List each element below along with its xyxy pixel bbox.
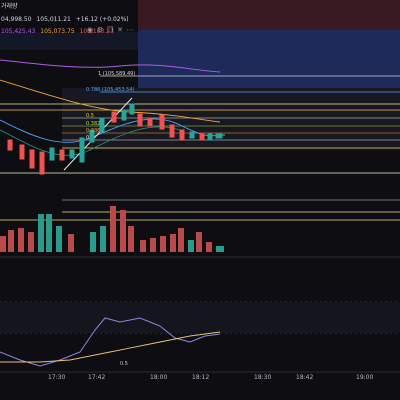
fib-label-0786: 0.786 (105,453.54) xyxy=(86,87,135,93)
ma-blue-line xyxy=(0,118,226,143)
time-label-1730: 17:30 xyxy=(48,374,66,381)
ma-value-2: 105,073.75 xyxy=(40,28,75,35)
rsi-ma-line xyxy=(0,331,221,363)
legend-toolbar: ◉ ⚙ ❐ ✕ ⋯ xyxy=(86,26,134,34)
fib-label-0236: 0.236 xyxy=(86,128,101,134)
ma-value-3: 105,183.23 xyxy=(79,28,114,35)
ma-purple-line xyxy=(0,59,221,73)
fib-label-0: 0 xyxy=(86,135,90,141)
time-label-1800: 18:00 xyxy=(150,374,168,381)
rsi-line xyxy=(0,317,221,367)
ma-readout: 105,425.43 105,073.75 105,183.23 xyxy=(1,29,114,35)
indicator-label: 거래량 xyxy=(1,3,18,10)
ma-value-1: 105,425.43 xyxy=(1,28,36,35)
time-label-1842: 18:42 xyxy=(296,374,314,381)
more-icon[interactable]: ⋯ xyxy=(126,26,134,34)
time-label-1900: 19:00 xyxy=(356,374,374,381)
fib-label-05: 0.5 xyxy=(86,113,94,119)
ohlc-readout: 04,998.50 105,011.21 +16.12 (+0.02%) xyxy=(1,17,129,23)
time-label-1742: 17:42 xyxy=(88,374,106,381)
ohlc-close: 105,011.21 xyxy=(36,16,71,23)
ohlc-partial: 04,998.50 xyxy=(1,16,32,23)
trend-line xyxy=(63,97,133,171)
ohlc-change: +16.12 (+0.02%) xyxy=(75,16,129,23)
remove-icon[interactable]: ✕ xyxy=(117,26,123,34)
time-label-1830: 18:30 xyxy=(254,374,272,381)
time-label-1812: 18:12 xyxy=(192,374,210,381)
settings-icon[interactable]: ⚙ xyxy=(96,26,104,34)
eye-icon[interactable]: ◉ xyxy=(86,26,94,34)
indicator-value: 0.5 xyxy=(120,361,128,367)
fib-label-1: 1 (105,589.49) xyxy=(98,71,136,77)
source-icon[interactable]: ❐ xyxy=(106,26,114,34)
fib-label-0382: 0.382 xyxy=(86,121,101,127)
